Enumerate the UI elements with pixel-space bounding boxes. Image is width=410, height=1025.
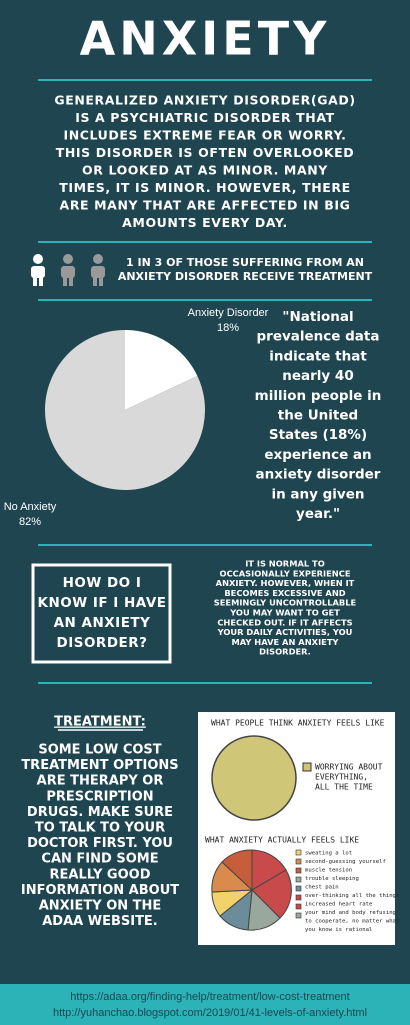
answer-line: IT IS NORMAL TO xyxy=(245,559,325,569)
illustration-legend: sweating a lot xyxy=(305,851,352,857)
treatment-line: REALLY GOOD xyxy=(50,867,151,882)
quote-line: indicate that xyxy=(269,348,367,364)
question-line: AN ANXIETY xyxy=(54,615,151,631)
question-line: HOW DO I xyxy=(63,575,142,591)
illustration-legend: second-guessing yourself xyxy=(305,859,386,865)
answer-line: MAY HAVE AN ANXIETY xyxy=(232,637,340,647)
treatment-line: CAN FIND SOME xyxy=(41,852,158,867)
intro-line: INCLUDES EXTREME FEAR OR WORRY. xyxy=(63,128,346,143)
treatment-line: TO TALK TO YOUR xyxy=(35,821,165,836)
source-url: http://yuhanchao.blogspot.com/2019/01/41… xyxy=(53,1007,367,1019)
intro-line: GENERALIZED ANXIETY DISORDER(GAD) xyxy=(54,93,355,108)
quote-line: experience an xyxy=(264,447,371,463)
illustration-heading: WHAT ANXIETY ACTUALLY FEELS LIKE xyxy=(205,836,359,845)
source-url: https://adaa.org/finding-help/treatment/… xyxy=(70,991,349,1003)
treatment-line: ADAA WEBSITE. xyxy=(42,914,158,929)
pie-slice xyxy=(125,330,198,410)
treatment-line: DRUGS. MAKE SURE xyxy=(27,805,173,820)
answer-line: CHECKED OUT. IF IT AFFECTS xyxy=(217,617,352,627)
answer-line: DISORDER. xyxy=(259,647,311,657)
pie-chart: Anxiety Disorder 18% No Anxiety 82% xyxy=(4,307,269,528)
treatment-line: TREATMENT OPTIONS xyxy=(21,758,178,773)
treatment-line: INFORMATION ABOUT xyxy=(21,883,179,898)
illustration-legend: chest pain xyxy=(305,885,339,891)
pie-value-label: 18% xyxy=(217,322,239,334)
treatment-line: SOME LOW COST xyxy=(38,743,161,758)
treatment-heading: TREATMENT: xyxy=(54,715,146,730)
answer-line: YOUR DAILY ACTIVITIES, YOU xyxy=(217,627,353,637)
illustration-legend: WORRYING ABOUT xyxy=(315,763,383,772)
people-icons xyxy=(31,254,105,286)
title: ANXIETY xyxy=(80,12,331,66)
question-box xyxy=(31,563,172,664)
illustration-legend: EVERYTHING, xyxy=(315,773,368,782)
treatment-line: DOCTOR FIRST. YOU xyxy=(27,836,173,851)
pie-value-label: 82% xyxy=(19,516,41,528)
question-line: DISORDER? xyxy=(57,635,148,651)
question-line: KNOW IF I HAVE xyxy=(38,595,167,611)
intro-line: TIMES, IT IS MINOR. HOWEVER, THERE xyxy=(59,180,351,195)
intro-line: IS A PSYCHIATRIC DISORDER THAT xyxy=(75,110,335,125)
illustration-legend: your mind and body refusing xyxy=(305,910,396,916)
pie-label: No Anxiety xyxy=(4,501,57,513)
illustration-heading: WHAT PEOPLE THINK ANXIETY FEELS LIKE xyxy=(211,719,385,728)
quote-line: the United xyxy=(278,408,358,424)
answer-line: BECOMES EXCESSIVE AND xyxy=(224,588,345,598)
illustration-legend: to cooperate, no matter what xyxy=(305,919,399,925)
treatment-line: ANXIETY ON THE xyxy=(39,899,162,914)
quote-line: "National xyxy=(282,309,353,325)
intro-line: THIS DISORDER IS OFTEN OVERLOOKED xyxy=(56,145,355,160)
quote-line: anxiety disorder xyxy=(256,467,381,483)
footer-band xyxy=(0,984,410,1025)
illustration-legend: over-thinking all the things xyxy=(305,893,399,899)
quote-line: year." xyxy=(296,506,340,522)
answer-line: YOU MAY WANT TO GET xyxy=(229,608,340,618)
answer-line: OCCASIONALLY EXPERIENCE xyxy=(220,568,351,578)
stat-line: 1 IN 3 OF THOSE SUFFERING FROM AN xyxy=(126,256,364,269)
illustration-legend: ALL THE TIME xyxy=(315,783,373,792)
intro-line: OR LOOKED AT AS MINOR. MANY xyxy=(82,163,328,178)
quote-line: million people in xyxy=(255,388,382,404)
illustration xyxy=(198,712,395,945)
treatment-line: PRESCRIPTION xyxy=(46,789,153,804)
stat-line: ANXIETY DISORDER RECEIVE TREATMENT xyxy=(118,270,373,283)
intro-line: AMOUNTS EVERY DAY. xyxy=(122,215,288,230)
quote-line: nearly 40 xyxy=(282,368,353,384)
quote-line: States (18%) xyxy=(269,427,367,443)
illustration-legend: trouble sleeping xyxy=(305,876,359,882)
intro-line: ARE MANY THAT ARE AFFECTED IN BIG xyxy=(60,198,351,213)
illustration-legend: increased heart rate xyxy=(305,902,373,908)
quote-line: in any given xyxy=(271,486,364,502)
answer-line: SEEMINGLY UNCONTROLLABLE xyxy=(214,598,357,608)
answer-line: ANXIETY. HOWEVER, WHEN IT xyxy=(216,578,355,588)
illustration-legend: you know is rational xyxy=(305,927,372,933)
quote-line: prevalence data xyxy=(257,329,380,345)
pie-label: Anxiety Disorder xyxy=(188,307,269,319)
treatment-line: ARE THERAPY OR xyxy=(37,774,164,789)
illustration-legend: muscle tension xyxy=(305,868,352,874)
pie-slice xyxy=(45,330,206,490)
